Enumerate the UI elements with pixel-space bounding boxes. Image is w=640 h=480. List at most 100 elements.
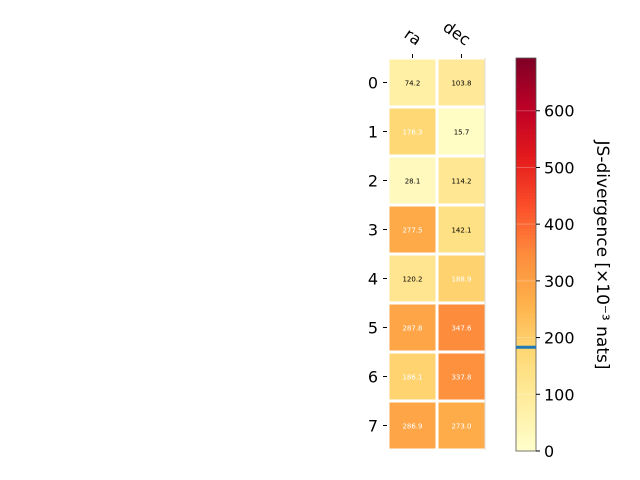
colorbar-gradient-segment — [516, 97, 536, 102]
colorbar-gradient-segment — [516, 156, 536, 161]
colorbar-tick-label-600: 600 — [544, 102, 575, 121]
colorbar-gradient-segment — [516, 428, 536, 432]
row-tick-label-5: 5 — [368, 319, 378, 338]
heatmap-cell-1-ra — [389, 108, 436, 155]
row-tick-label-6: 6 — [368, 368, 378, 387]
colorbar-gradient-segment — [516, 418, 536, 423]
colorbar-gradient-segment — [516, 339, 536, 344]
colorbar-gradient-segment — [516, 205, 536, 210]
colorbar-gradient-segment — [516, 369, 536, 373]
colorbar-gradient-segment — [516, 375, 536, 380]
colorbar-gradient-segment — [516, 405, 536, 410]
heatmap-cell-2-dec — [438, 157, 485, 204]
colorbar-gradient-segment — [516, 424, 536, 429]
column-tick-label-ra: ra — [401, 24, 425, 49]
colorbar-gradient-segment — [516, 300, 536, 305]
colorbar-gradient-segment — [516, 254, 536, 259]
colorbar-gradient-segment — [516, 195, 536, 200]
cell-value-label-1-dec: 15.7 — [454, 129, 470, 137]
heatmap-cell-0-ra — [389, 59, 436, 106]
colorbar-gradient-segment — [516, 198, 536, 203]
colorbar-gradient-segment — [516, 352, 536, 357]
colorbar-gradient-segment — [516, 280, 536, 285]
colorbar-gradient-segment — [516, 398, 536, 403]
heatmap-cell-5-ra — [389, 304, 436, 351]
colorbar-gradient-segment — [516, 110, 536, 115]
colorbar-tick-label-300: 300 — [544, 272, 575, 291]
colorbar-gradient-segment — [516, 356, 536, 360]
colorbar-gradient-segment — [516, 175, 536, 180]
colorbar-gradient-segment — [516, 192, 536, 197]
colorbar-gradient-segment — [516, 414, 536, 419]
heatmap-cells: 74.2 103.8 176.3 15.7 28.1 114.2 277.5 142.1 120… — [389, 58, 486, 450]
colorbar-gradient-segment — [516, 244, 536, 249]
colorbar-gradient-segment — [516, 211, 536, 216]
colorbar-gradient-segment — [516, 238, 536, 242]
colorbar-gradient-segment — [516, 290, 536, 295]
colorbar-gradient-segment — [516, 130, 536, 134]
colorbar-tick-label-400: 400 — [544, 215, 575, 234]
colorbar-tick-label-0: 0 — [544, 442, 554, 461]
colorbar-gradient-segment — [516, 172, 536, 177]
colorbar-frame — [515, 57, 537, 452]
colorbar-gradient-segment — [516, 310, 536, 315]
colorbar-gradient-segment — [516, 152, 536, 157]
colorbar-gradient-segment — [516, 329, 536, 334]
colorbar-gradient-segment — [516, 149, 536, 154]
colorbar-gradient-segment — [516, 107, 536, 111]
colorbar-gradient-segment — [516, 126, 536, 131]
colorbar-gradient-segment — [516, 162, 536, 167]
cell-value-label-5-dec: 347.6 — [451, 325, 472, 333]
colorbar-gradient-segment — [516, 113, 536, 118]
colorbar-tick-label-500: 500 — [544, 158, 575, 177]
heatmap-cell-7-ra — [389, 402, 436, 449]
colorbar-gradient-segment — [516, 306, 536, 311]
colorbar-gradient-segment — [516, 84, 536, 89]
colorbar-gradient-segment — [516, 61, 536, 66]
colorbar-gradient-segment — [516, 401, 536, 406]
colorbar-gradient-segment — [516, 388, 536, 393]
cell-value-label-5-ra: 287.8 — [402, 325, 422, 333]
heatmap-cell-6-dec — [438, 353, 485, 400]
colorbar-gradient-segment — [516, 241, 536, 246]
colorbar-gradient-segment — [516, 231, 536, 236]
colorbar-gradient-segment — [516, 94, 536, 98]
colorbar-gradient-segment — [516, 349, 536, 354]
colorbar-gradient-segment — [516, 274, 536, 279]
heatmap-cell-3-dec — [438, 206, 485, 253]
colorbar-gradient-segment — [516, 444, 536, 449]
colorbar-gradient-segment — [516, 166, 536, 170]
colorbar-gradient-segment — [516, 120, 536, 125]
colorbar-gradient-segment — [516, 202, 536, 206]
colorbar-gradient-segment — [516, 247, 536, 252]
colorbar-tick-label-100: 100 — [544, 385, 575, 404]
colorbar-gradient-segment — [516, 320, 536, 324]
colorbar-gradient-segment — [516, 313, 536, 318]
colorbar-gradient-segment — [516, 58, 536, 62]
colorbar-gradient-segment — [516, 221, 536, 226]
colorbar-gradient-segment — [516, 136, 536, 141]
colorbar: 0 100 200 300 400 500 600 — [515, 57, 575, 461]
row-tick-label-7: 7 — [368, 417, 378, 436]
heatmap-cell-6-ra — [389, 353, 436, 400]
colorbar-gradient-segment — [516, 143, 536, 148]
colorbar-gradient-segment — [516, 103, 536, 108]
colorbar-gradient-segment — [516, 182, 536, 187]
colorbar-gradient-segment — [516, 431, 536, 436]
colorbar-gradient-segment — [516, 146, 536, 151]
colorbar-gradient-segment — [516, 257, 536, 262]
colorbar-gradient-segment — [516, 336, 536, 341]
colorbar-gradient-segment — [516, 215, 536, 220]
colorbar-gradient-segment — [516, 359, 536, 364]
colorbar-tick-label-200: 200 — [544, 329, 575, 348]
colorbar-gradient-segment — [516, 303, 536, 308]
cell-value-label-7-dec: 273.0 — [451, 423, 471, 431]
colorbar-gradient-segment — [516, 277, 536, 282]
colorbar-gradient-segment — [516, 392, 536, 396]
colorbar-label: JS-divergence [×10⁻³ nats] — [592, 140, 612, 370]
column-tick-label-dec: dec — [440, 17, 474, 49]
row-tick-label-1: 1 — [368, 123, 378, 142]
colorbar-gradient-segment — [516, 90, 536, 95]
colorbar-gradient-segment — [516, 179, 536, 184]
cell-value-label-2-dec: 114.2 — [451, 178, 471, 186]
